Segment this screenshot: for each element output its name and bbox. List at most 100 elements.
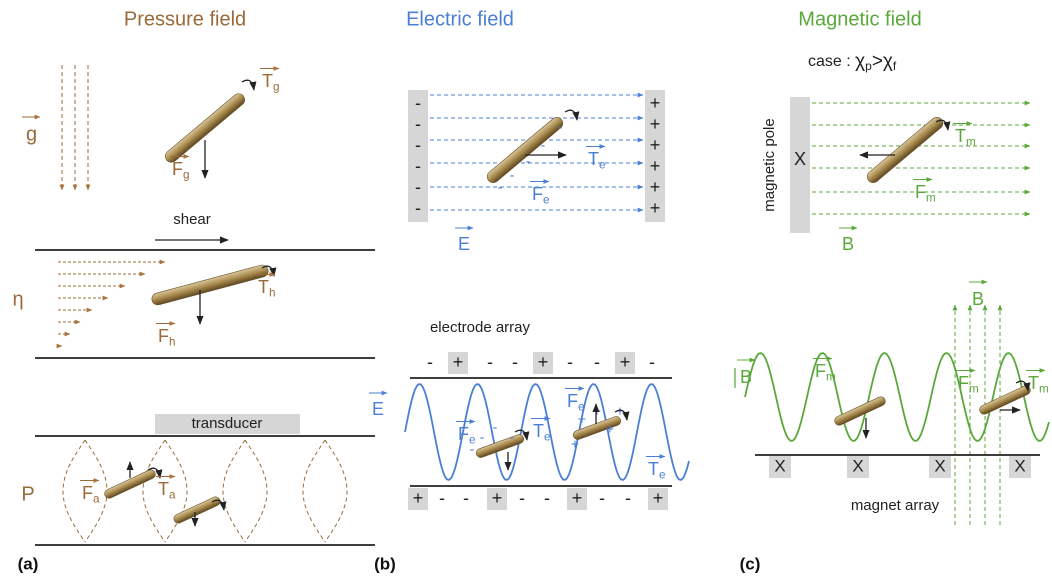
electrode-sign: + (620, 352, 631, 372)
electrode-sign: - (427, 352, 433, 372)
symbol: F (172, 159, 183, 179)
electrode (408, 488, 428, 510)
pressure-wave (222, 439, 246, 543)
torque-arrow (514, 429, 530, 441)
symbol: T (262, 71, 273, 91)
charge: - (415, 198, 421, 218)
electrode (567, 488, 587, 510)
charge: + (650, 114, 661, 134)
subscript: e (543, 193, 550, 206)
field-label: g (26, 123, 37, 145)
charge: - (415, 93, 421, 113)
subscript: a (169, 488, 176, 501)
charge: + (650, 198, 661, 218)
charge: + (571, 436, 579, 452)
electrode-sign: - (487, 352, 493, 372)
charge: + (650, 135, 661, 155)
torque-arrow (1015, 380, 1031, 392)
vector-label: Tm (955, 126, 976, 149)
label: P (21, 483, 34, 505)
charge: - (541, 137, 546, 153)
electrode (448, 352, 468, 374)
vector-label: Tg (262, 71, 280, 94)
charge: - (498, 179, 503, 195)
subscript: m (826, 370, 836, 383)
vector-label: Fg (172, 159, 190, 182)
electrode-sign: - (519, 488, 525, 508)
electrode-plate (645, 90, 665, 222)
vector-label: Th (258, 277, 276, 300)
subscript: m (926, 191, 936, 204)
electrode-sign: + (413, 488, 424, 508)
torque-arrow (564, 109, 580, 121)
subscript: e (469, 433, 476, 446)
pressure-wave (324, 439, 348, 543)
label: transducer (192, 415, 263, 432)
symbol: F (458, 424, 469, 444)
vector-label: Ta (158, 479, 176, 502)
symbol: F (915, 182, 926, 202)
electrode-sign: - (599, 488, 605, 508)
label: η (12, 288, 23, 310)
panel-tag: (a) (18, 554, 39, 573)
subscript: m (969, 382, 979, 395)
electrode-sign: + (492, 488, 503, 508)
charge: - (558, 119, 563, 135)
field-label: B (972, 289, 984, 309)
vector-label: Fm (915, 182, 936, 205)
vector-label: Fa (82, 483, 100, 506)
subscript: m (1039, 382, 1049, 395)
charge: - (493, 419, 498, 435)
electrode (615, 352, 635, 374)
symbol: χ (883, 51, 893, 72)
particle (486, 117, 564, 183)
torque-arrow (614, 409, 630, 421)
pressure-wave (142, 439, 166, 543)
panel-tag: (b) (374, 554, 396, 573)
vector-label: Te (648, 459, 666, 482)
electrode-sign: - (463, 488, 469, 508)
subscript: a (93, 492, 100, 505)
charge: - (480, 429, 485, 445)
particle (866, 117, 944, 183)
electrode-sign: - (625, 488, 631, 508)
panel-title: Magnetic field (798, 8, 921, 30)
pole-name: magnetic pole (761, 118, 778, 211)
charge: + (593, 403, 601, 419)
panel-title: Pressure field (124, 8, 246, 30)
subscript: h (169, 335, 176, 348)
subscript: h (269, 286, 276, 299)
magnet-label: X (852, 456, 863, 475)
vector-label: Te (588, 149, 606, 172)
label: shear (173, 211, 211, 228)
symbol: F (815, 361, 826, 381)
symbol: T (588, 149, 599, 169)
symbol: χ (855, 51, 865, 72)
magnet (929, 456, 951, 478)
magnet-label: X (1014, 456, 1025, 475)
vector-label: Tm (1028, 373, 1049, 396)
vector-label: Fe (458, 424, 476, 447)
magnet-label: X (774, 456, 785, 475)
symbol: F (82, 483, 93, 503)
symbol: F (532, 184, 543, 204)
torque-arrow (935, 119, 951, 131)
charge: - (470, 441, 475, 457)
vector-label: Fe (567, 391, 585, 414)
transducer (155, 414, 300, 434)
subscript: e (659, 468, 666, 481)
vector-label: Fe (532, 184, 550, 207)
symbol: T (648, 459, 659, 479)
subscript: e (544, 430, 551, 443)
symbol: F (958, 373, 969, 393)
label: electrode array (430, 319, 531, 336)
electrode-sign: - (544, 488, 550, 508)
pressure-wave (244, 439, 268, 543)
symbol: F (567, 391, 578, 411)
torque-arrow (241, 79, 257, 91)
charge: - (510, 167, 515, 183)
charge: + (650, 156, 661, 176)
symbol: T (258, 277, 269, 297)
vector-label: Fm (815, 361, 836, 384)
electrode-sign: + (572, 488, 583, 508)
